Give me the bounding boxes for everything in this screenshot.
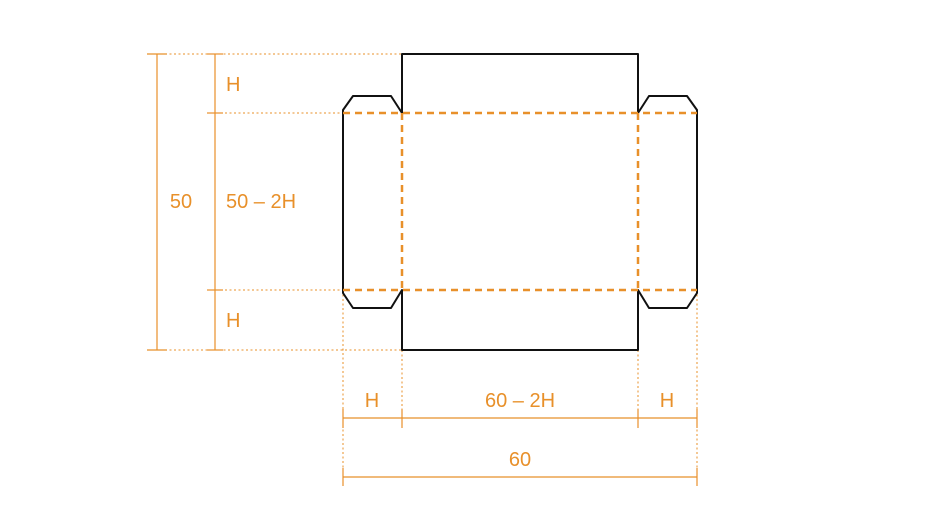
vertical-dimensions <box>147 53 223 351</box>
extension-guides <box>147 53 698 486</box>
fold-lines <box>343 111 697 292</box>
label-top-flap-height: H <box>226 74 240 96</box>
label-total-height: 50 <box>170 191 192 213</box>
box-net-outline <box>342 53 698 351</box>
label-middle-height: 50 – 2H <box>226 191 296 213</box>
label-left-flap-width: H <box>365 390 379 412</box>
label-bottom-flap-height: H <box>226 310 240 332</box>
horizontal-dimensions <box>342 409 698 486</box>
label-middle-width: 60 – 2H <box>485 390 555 412</box>
label-right-flap-width: H <box>660 390 674 412</box>
label-total-width: 60 <box>509 449 531 471</box>
